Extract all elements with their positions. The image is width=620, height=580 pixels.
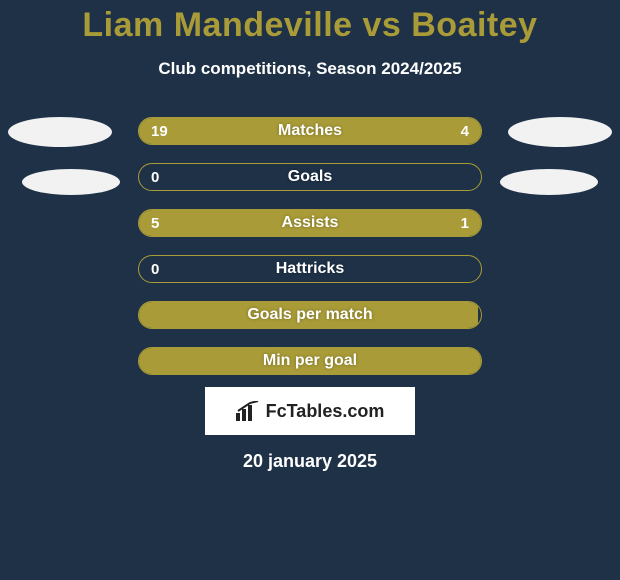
chart-date: 20 january 2025 (0, 451, 620, 472)
bar-row: Matches19 4 (138, 117, 482, 145)
bar-row: Goals per match (138, 301, 482, 329)
bar-value-right: 1 (449, 210, 481, 236)
bar-label: Min per goal (139, 348, 481, 374)
page-subtitle: Club competitions, Season 2024/2025 (0, 59, 620, 79)
bar-label: Goals (139, 164, 481, 190)
bar-label: Matches (139, 118, 481, 144)
bar-value-left: 5 (139, 210, 171, 236)
player2-avatar-bottom (500, 169, 598, 195)
bar-row: Assists5 1 (138, 209, 482, 237)
player1-avatar-bottom (22, 169, 120, 195)
bar-value-left: 19 (139, 118, 180, 144)
bar-value-right: 4 (449, 118, 481, 144)
chart-icon (236, 401, 260, 421)
bars-container: Matches194Goals0Assists51Hattricks0Goals… (138, 117, 482, 393)
bar-label: Hattricks (139, 256, 481, 282)
source-logo: FcTables.com (236, 401, 385, 422)
player2-avatar-top (508, 117, 612, 147)
bar-row: Goals0 (138, 163, 482, 191)
player1-avatar-top (8, 117, 112, 147)
bar-row: Min per goal (138, 347, 482, 375)
bar-label: Assists (139, 210, 481, 236)
comparison-chart: Matches194Goals0Assists51Hattricks0Goals… (0, 117, 620, 377)
page-title: Liam Mandeville vs Boaitey (0, 0, 620, 45)
bar-label: Goals per match (139, 302, 481, 328)
bar-value-left: 0 (139, 164, 171, 190)
source-logo-text: FcTables.com (266, 401, 385, 422)
bar-value-left: 0 (139, 256, 171, 282)
source-logo-box: FcTables.com (205, 387, 415, 435)
bar-row: Hattricks0 (138, 255, 482, 283)
